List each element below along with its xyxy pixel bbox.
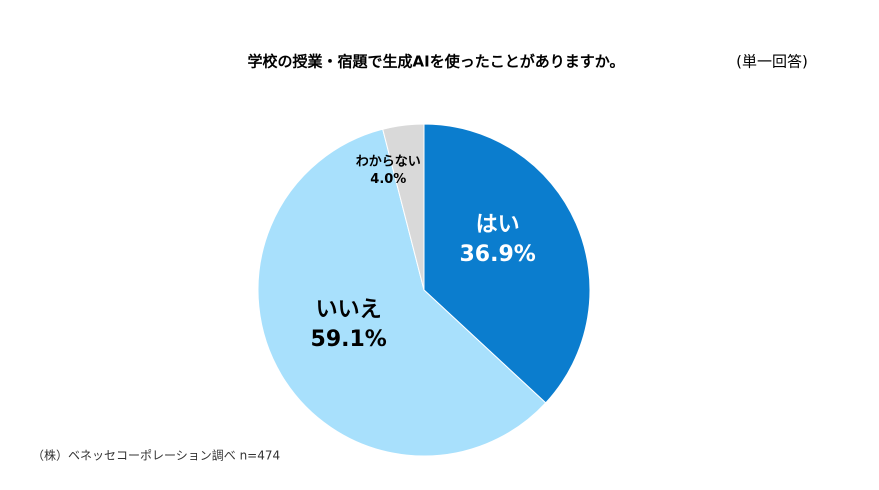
slice-value-label: 4.0%: [370, 172, 406, 187]
slice-label: はい: [476, 212, 520, 237]
pie-slice: [423, 123, 591, 404]
chart-title: 学校の授業・宿題で生成AIを使ったことがありますか。: [248, 53, 625, 71]
pie-slice: [257, 128, 547, 457]
slice-value-label: 36.9%: [460, 242, 536, 267]
chart-subtitle: (単一回答): [736, 53, 808, 71]
source-note: （株）ベネッセコーポレーション調べ n=474: [32, 448, 280, 463]
slice-label: わからない: [356, 155, 421, 170]
pie-slice: [382, 123, 425, 291]
slice-label: いいえ: [316, 297, 382, 322]
slice-value-label: 59.1%: [311, 327, 387, 352]
